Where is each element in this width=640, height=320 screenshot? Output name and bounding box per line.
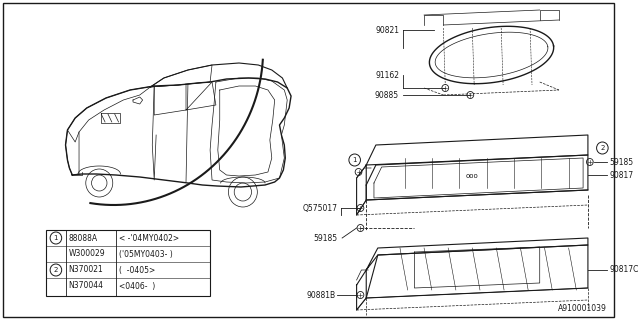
Bar bbox=[46, 230, 210, 296]
Text: 91162: 91162 bbox=[375, 70, 399, 79]
Text: 90817C: 90817C bbox=[609, 266, 639, 275]
Text: N370044: N370044 bbox=[68, 282, 104, 291]
Text: 2: 2 bbox=[54, 267, 58, 273]
Text: W300029: W300029 bbox=[68, 250, 105, 259]
Text: (  -0405>: ( -0405> bbox=[118, 266, 155, 275]
Text: 90881B: 90881B bbox=[307, 291, 335, 300]
Text: ooo: ooo bbox=[466, 173, 479, 179]
Text: <0406-  ): <0406- ) bbox=[118, 282, 155, 291]
Text: 1: 1 bbox=[54, 235, 58, 241]
Text: 59185: 59185 bbox=[609, 157, 633, 166]
Text: 90817: 90817 bbox=[609, 171, 633, 180]
Text: ('05MY0403- ): ('05MY0403- ) bbox=[118, 250, 172, 259]
Text: 1: 1 bbox=[353, 157, 357, 163]
Text: 90821: 90821 bbox=[375, 26, 399, 35]
Text: N370021: N370021 bbox=[68, 266, 103, 275]
Text: 90885: 90885 bbox=[375, 91, 399, 100]
Text: Q575017: Q575017 bbox=[302, 204, 337, 212]
Text: 2: 2 bbox=[600, 145, 605, 151]
Text: < -'04MY0402>: < -'04MY0402> bbox=[118, 234, 179, 243]
Text: A910001039: A910001039 bbox=[558, 304, 607, 313]
Text: 59185: 59185 bbox=[313, 234, 337, 243]
Text: 88088A: 88088A bbox=[68, 234, 97, 243]
